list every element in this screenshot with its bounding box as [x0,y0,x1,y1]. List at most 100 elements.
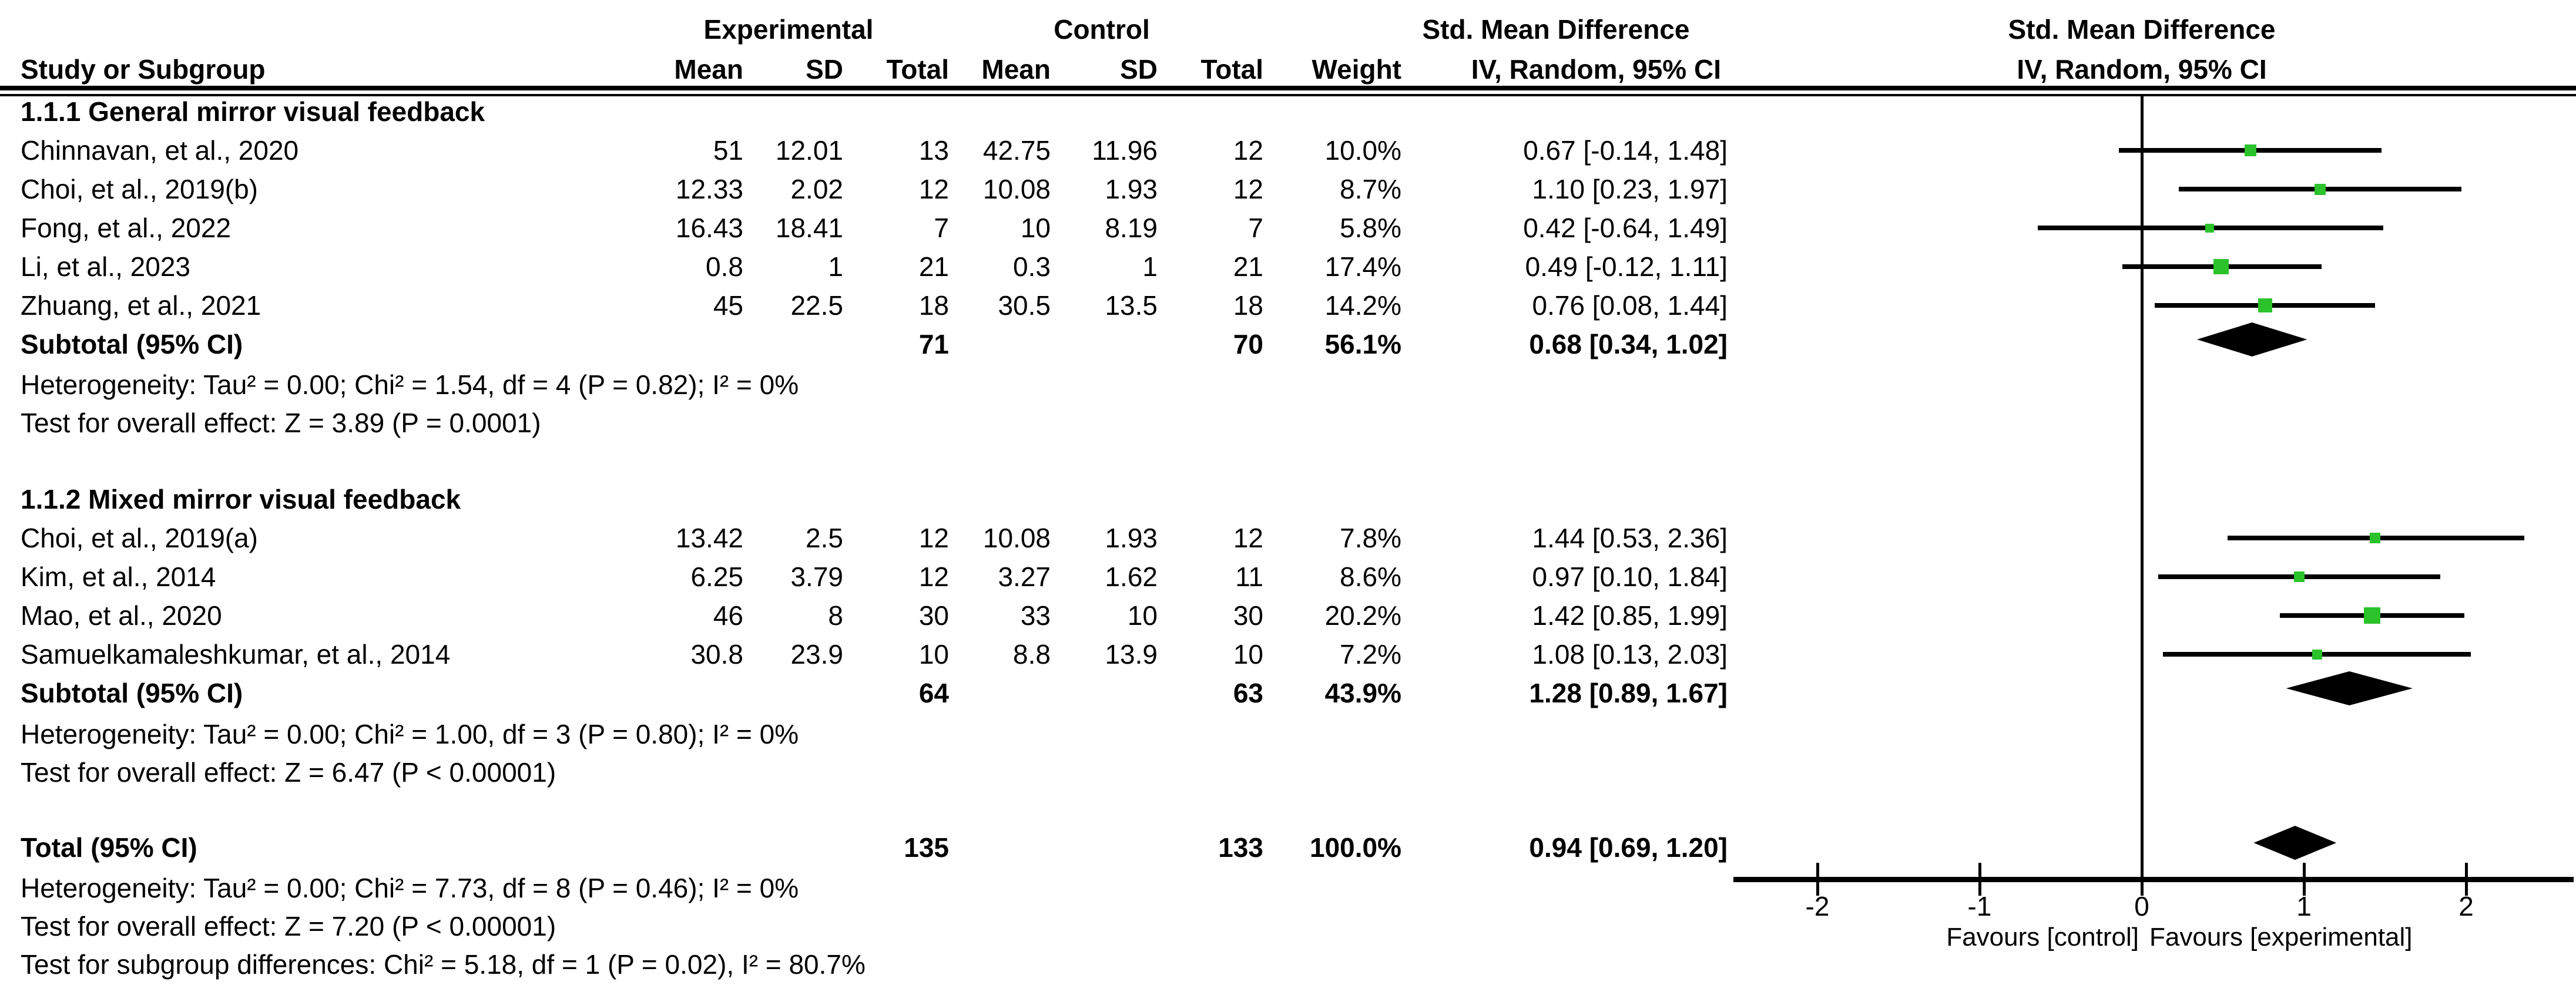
favours-left-label: Favours [control] [1946,923,2139,951]
ci-text: 1.44 [0.53, 2.36] [1532,523,1728,553]
total-ctrl: 10 [1233,639,1263,670]
mean-ctrl: 0.3 [1013,251,1051,282]
subgroup-differences-text: Test for subgroup differences: Chi² = 5.… [21,949,866,980]
study-label: Zhuang, et al., 2021 [21,290,261,321]
header-smd-left: Std. Mean Difference [1422,14,1690,45]
subtotal-ci-text: 1.28 [0.89, 1.67] [1529,678,1728,708]
subtotal-total-exp: 71 [918,329,949,359]
subtotal-weight: 56.1% [1324,329,1401,359]
subtotal-label: Subtotal (95% CI) [21,678,243,708]
weight-value: 7.8% [1340,523,1401,553]
weight-value: 8.7% [1340,174,1401,204]
total-total-exp: 135 [904,832,949,863]
effect-square [2370,533,2380,543]
sd-ctrl: 13.5 [1105,290,1158,321]
effect-square [2205,224,2214,233]
header-sd-exp: SD [806,54,843,85]
subtotal-total-ctrl: 70 [1233,329,1263,359]
sd-exp: 1 [828,251,843,282]
sd-ctrl: 11.96 [1092,135,1158,166]
total-heterogeneity-text: Heterogeneity: Tau² = 0.00; Chi² = 7.73,… [21,873,799,903]
effect-square [2312,650,2322,660]
axis-tick [1816,863,1819,896]
header-mean-exp: Mean [674,54,743,85]
mean-exp: 6.25 [690,561,743,592]
total-weight: 100.0% [1309,832,1401,863]
total-exp: 12 [918,174,949,204]
sd-ctrl: 13.9 [1105,639,1158,670]
mean-ctrl: 33 [1020,600,1051,631]
axis-tick [2303,863,2306,896]
total-exp: 21 [918,251,949,282]
overall-effect-text: Test for overall effect: Z = 6.47 (P < 0… [21,757,556,788]
ci-text: 0.76 [0.08, 1.44] [1532,290,1728,321]
total-exp: 12 [918,523,949,553]
axis-tick-label: -1 [1967,891,1992,922]
total-ci-text: 0.94 [0.69, 1.20] [1529,832,1728,863]
subtotal-diamond [2196,322,2307,357]
total-ctrl: 21 [1233,251,1263,282]
sd-exp: 18.41 [775,213,843,243]
header-iv-right: IV, Random, 95% CI [2017,54,2267,85]
study-label: Chinnavan, et al., 2020 [21,135,299,166]
study-label: Kim, et al., 2014 [21,561,216,592]
total-overall-effect-text: Test for overall effect: Z = 7.20 (P < 0… [21,911,556,941]
header-total-exp: Total [886,54,949,85]
header-iv-left: IV, Random, 95% CI [1471,54,1721,85]
mean-exp: 46 [713,600,743,631]
mean-ctrl: 10.08 [982,523,1051,553]
header-total-ctrl: Total [1200,54,1263,85]
study-label: Fong, et al., 2022 [21,213,232,243]
heterogeneity-text: Heterogeneity: Tau² = 0.00; Chi² = 1.00,… [21,719,799,749]
sd-ctrl: 8.19 [1105,213,1158,243]
mean-ctrl: 8.8 [1013,639,1051,670]
total-ctrl: 12 [1233,523,1263,553]
axis-tick-label: 1 [2296,891,2312,922]
header-control: Control [1054,14,1150,45]
axis-tick-label: -2 [1805,891,1830,922]
ci-text: 0.49 [-0.12, 1.11] [1525,251,1728,282]
sd-ctrl: 1.93 [1105,174,1158,204]
mean-exp: 16.43 [675,213,743,243]
effect-square [2245,144,2256,156]
header-smd-right: Std. Mean Difference [2008,14,2276,45]
axis-tick [2141,863,2144,896]
weight-value: 7.2% [1340,639,1401,670]
zero-line [2141,96,2144,879]
total-ctrl: 12 [1233,135,1263,166]
sd-ctrl: 10 [1127,600,1158,631]
sd-exp: 22.5 [790,290,843,321]
study-label: Choi, et al., 2019(a) [21,523,259,553]
mean-exp: 51 [713,135,743,166]
header-weight: Weight [1312,54,1401,85]
study-label: Samuelkamaleshkumar, et al., 2014 [21,639,451,670]
mean-exp: 12.33 [675,174,743,204]
mean-ctrl: 10 [1020,213,1051,243]
sd-exp: 2.02 [790,174,843,204]
ci-text: 0.97 [0.10, 1.84] [1532,561,1728,592]
subtotal-label: Subtotal (95% CI) [21,329,243,359]
header-rule-top [0,86,2576,90]
ci-text: 1.10 [0.23, 1.97] [1532,174,1728,204]
mean-ctrl: 30.5 [998,290,1051,321]
mean-exp: 13.42 [675,523,743,553]
sd-ctrl: 1.93 [1105,523,1158,553]
weight-value: 20.2% [1324,600,1401,631]
x-axis-line [1733,877,2574,882]
study-label: Li, et al., 2023 [21,251,190,282]
axis-tick [2465,863,2468,896]
mean-ctrl: 3.27 [998,561,1051,592]
mean-exp: 45 [713,290,743,321]
sd-exp: 2.5 [806,523,843,553]
weight-value: 5.8% [1340,213,1401,243]
effect-square [2364,607,2380,624]
axis-tick-label: 2 [2458,891,2474,922]
subtotal-ci-text: 0.68 [0.34, 1.02] [1529,329,1728,359]
total-label: Total (95% CI) [21,832,197,863]
sd-exp: 23.9 [790,639,843,670]
total-diamond [2253,826,2337,860]
total-ctrl: 11 [1235,561,1263,592]
ci-text: 0.42 [-0.64, 1.49] [1523,213,1728,243]
ci-text: 1.08 [0.13, 2.03] [1532,639,1728,670]
